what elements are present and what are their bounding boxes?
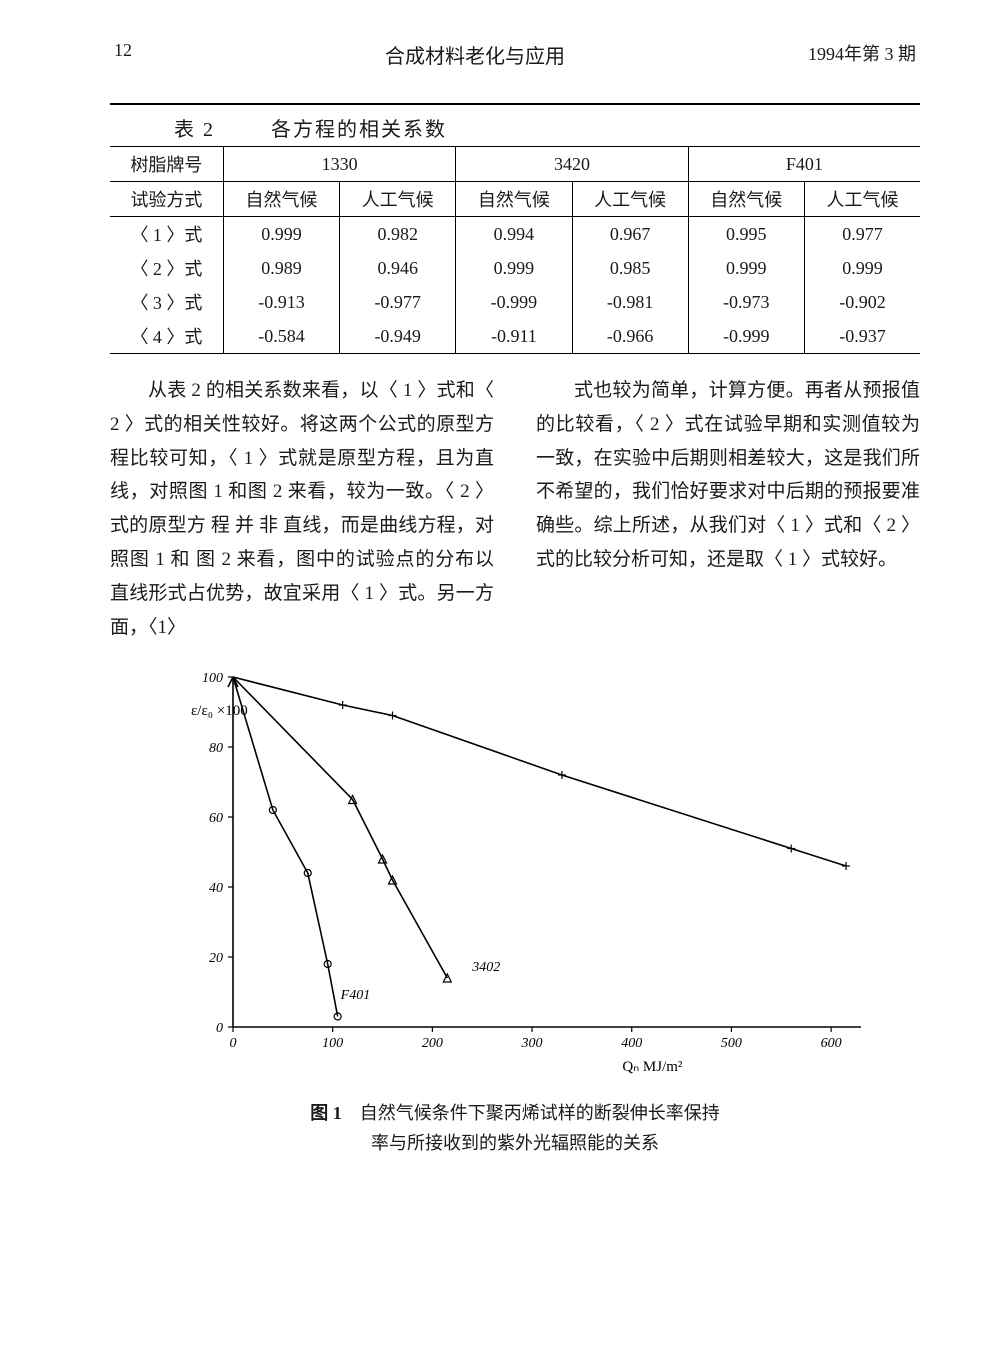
cell: -0.999 (688, 319, 804, 354)
journal-title: 合成材料老化与应用 (194, 40, 756, 69)
cell: 0.985 (572, 251, 688, 285)
subhead-1b: 人工气候 (572, 182, 688, 217)
running-header: 12 合成材料老化与应用 1994年第 3 期 (110, 40, 920, 75)
cell: 0.946 (340, 251, 456, 285)
cell: -0.981 (572, 285, 688, 319)
body-text: 从表 2 的相关系数来看，以〈 1 〉式和〈 2 〉式的相关性较好。将这两个公式… (110, 374, 920, 645)
body-col-right: 式也较为简单，计算方便。再者从预报值的比较看，〈 2 〉式在试验早期和实测值较为… (536, 374, 920, 645)
table-row: 〈 2 〉式 0.989 0.946 0.999 0.985 0.999 0.9… (110, 251, 920, 285)
issue-label: 1994年第 3 期 (756, 40, 916, 69)
cell: -0.911 (456, 319, 572, 354)
page: 12 合成材料老化与应用 1994年第 3 期 表 2 各方程的相关系数 树脂牌… (0, 0, 1000, 1347)
svg-text:80: 80 (209, 741, 223, 756)
svg-text:3402: 3402 (471, 960, 500, 975)
cell: -0.937 (804, 319, 920, 354)
svg-text:60: 60 (209, 811, 223, 826)
cell: 0.994 (456, 217, 572, 252)
line-chart: 0 20 40 60 80 100 0 100 200 300 400 500 600 ε/ε₀ ×100… (155, 663, 875, 1083)
svg-text:F401: F401 (340, 988, 371, 1003)
cell: 0.989 (223, 251, 339, 285)
cell: -0.977 (340, 285, 456, 319)
cell: -0.949 (340, 319, 456, 354)
body-col-left: 从表 2 的相关系数来看，以〈 1 〉式和〈 2 〉式的相关性较好。将这两个公式… (110, 374, 494, 645)
row-label: 〈 4 〉式 (110, 319, 223, 354)
cell: -0.966 (572, 319, 688, 354)
subhead-0b: 人工气候 (340, 182, 456, 217)
subhead-2b: 人工气候 (804, 182, 920, 217)
row-label: 〈 1 〉式 (110, 217, 223, 252)
svg-text:300: 300 (521, 1036, 543, 1051)
col-group-0: 1330 (223, 147, 455, 182)
page-number: 12 (114, 40, 194, 69)
figure-caption: 图 1 自然气候条件下聚丙烯试样的断裂伸长率保持 率与所接收到的紫外光辐照能的关… (110, 1098, 920, 1159)
svg-text:400: 400 (621, 1036, 642, 1051)
cell: -0.973 (688, 285, 804, 319)
cell: 0.999 (804, 251, 920, 285)
col-header-method: 试验方式 (110, 182, 223, 217)
svg-text:40: 40 (209, 881, 223, 896)
figure-caption-line1: 自然气候条件下聚丙烯试样的断裂伸长率保持 (360, 1103, 720, 1123)
cell: 0.982 (340, 217, 456, 252)
cell: 0.999 (223, 217, 339, 252)
cell: 0.999 (688, 251, 804, 285)
svg-text:0: 0 (230, 1036, 237, 1051)
paragraph: 从表 2 的相关系数来看，以〈 1 〉式和〈 2 〉式的相关性较好。将这两个公式… (110, 374, 494, 645)
table-title-row: 表 2 各方程的相关系数 (110, 105, 920, 146)
cell: -0.902 (804, 285, 920, 319)
row-label: 〈 2 〉式 (110, 251, 223, 285)
paragraph: 式也较为简单，计算方便。再者从预报值的比较看，〈 2 〉式在试验早期和实测值较为… (536, 374, 920, 577)
col-header-resin: 树脂牌号 (110, 147, 223, 182)
table-number: 表 2 (174, 119, 215, 141)
table-title: 各方程的相关系数 (271, 119, 447, 141)
svg-text:200: 200 (422, 1036, 443, 1051)
svg-text:100: 100 (322, 1036, 343, 1051)
subhead-1a: 自然气候 (456, 182, 572, 217)
correlation-table: 树脂牌号 1330 3420 F401 试验方式 自然气候 人工气候 自然气候 … (110, 146, 920, 354)
svg-text:500: 500 (721, 1036, 742, 1051)
svg-text:Qₙ MJ/m²: Qₙ MJ/m² (622, 1059, 683, 1075)
svg-text:100: 100 (202, 671, 223, 686)
table-row: 〈 1 〉式 0.999 0.982 0.994 0.967 0.995 0.9… (110, 217, 920, 252)
figure-1: 0 20 40 60 80 100 0 100 200 300 400 500 600 ε/ε₀ ×100… (110, 663, 920, 1159)
svg-text:600: 600 (821, 1036, 842, 1051)
table-row: 〈 4 〉式 -0.584 -0.949 -0.911 -0.966 -0.99… (110, 319, 920, 354)
subhead-2a: 自然气候 (688, 182, 804, 217)
svg-text:0: 0 (216, 1021, 223, 1036)
svg-text:20: 20 (209, 951, 223, 966)
cell: 0.967 (572, 217, 688, 252)
svg-text:ε/ε₀ ×100: ε/ε₀ ×100 (191, 703, 248, 719)
cell: 0.977 (804, 217, 920, 252)
table-row: 〈 3 〉式 -0.913 -0.977 -0.999 -0.981 -0.97… (110, 285, 920, 319)
cell: 0.995 (688, 217, 804, 252)
cell: -0.913 (223, 285, 339, 319)
col-group-1: 3420 (456, 147, 688, 182)
figure-label: 图 1 (310, 1103, 342, 1123)
cell: -0.999 (456, 285, 572, 319)
cell: -0.584 (223, 319, 339, 354)
subhead-0a: 自然气候 (223, 182, 339, 217)
row-label: 〈 3 〉式 (110, 285, 223, 319)
col-group-2: F401 (688, 147, 920, 182)
figure-caption-line2: 率与所接收到的紫外光辐照能的关系 (371, 1133, 659, 1153)
cell: 0.999 (456, 251, 572, 285)
